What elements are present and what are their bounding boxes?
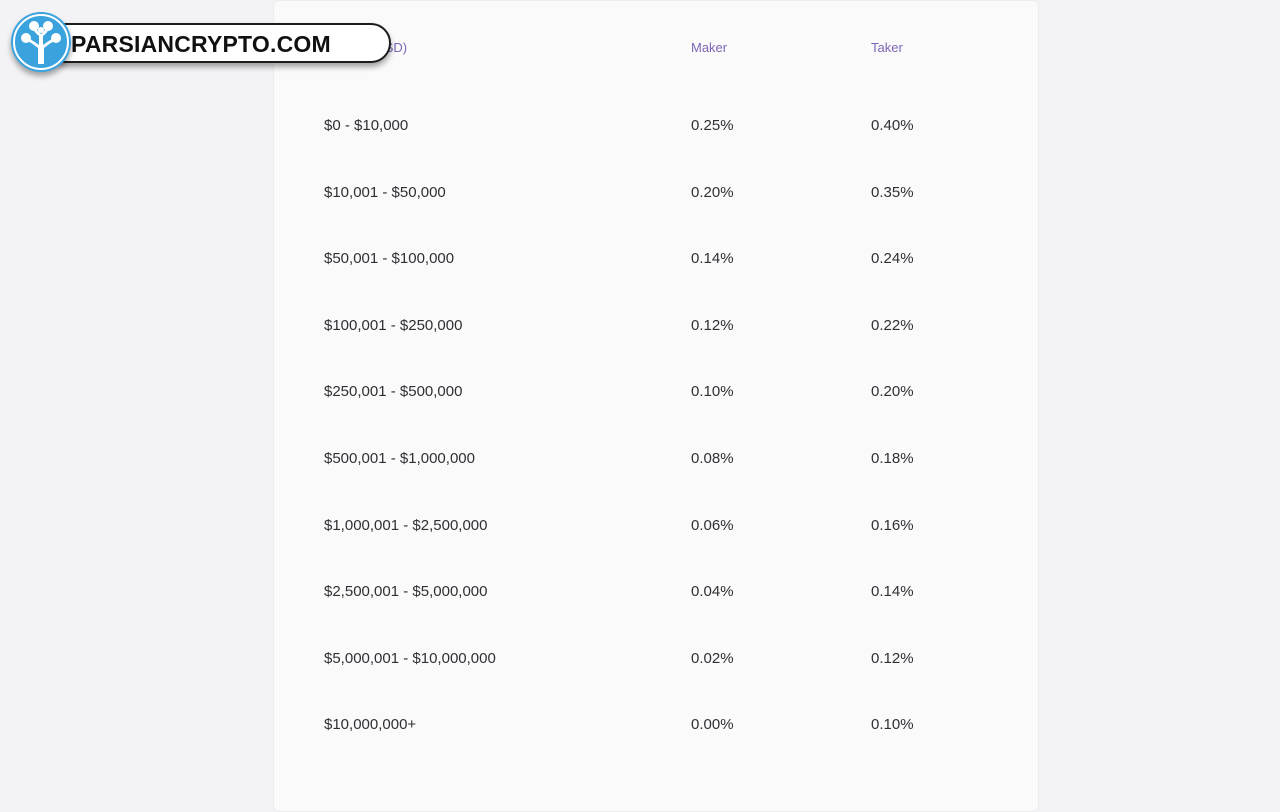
volume-cell: $5,000,001 - $10,000,000 (324, 650, 496, 667)
table-row: $250,001 - $500,000 0.10% 0.20% (274, 377, 1038, 407)
logo-text: PARSIANCRYPTO.COM (71, 31, 331, 57)
taker-fee-cell: 0.18% (871, 450, 914, 467)
volume-cell: $2,500,001 - $5,000,000 (324, 583, 488, 600)
maker-fee-cell: 0.12% (691, 317, 734, 334)
table-row: $10,001 - $50,000 0.20% 0.35% (274, 178, 1038, 208)
table-row: $0 - $10,000 0.25% 0.40% (274, 111, 1038, 141)
volume-cell: $50,001 - $100,000 (324, 250, 455, 267)
taker-fee-cell: 0.20% (871, 383, 914, 400)
volume-cell: $1,000,001 - $2,500,000 (324, 517, 488, 534)
table-row: $50,001 - $100,000 0.14% 0.24% (274, 244, 1038, 274)
volume-cell: $10,000,000+ (324, 716, 417, 733)
maker-fee-cell: 0.10% (691, 383, 734, 400)
volume-cell: $100,001 - $250,000 (324, 317, 463, 334)
tree-icon (13, 14, 69, 70)
maker-fee-cell: 0.25% (691, 117, 734, 134)
table-row: $1,000,001 - $2,500,000 0.06% 0.16% (274, 511, 1038, 541)
logo-pill (45, 23, 391, 63)
taker-fee-cell: 0.24% (871, 250, 914, 267)
table-row: $500,001 - $1,000,000 0.08% 0.18% (274, 444, 1038, 474)
table-row: $10,000,000+ 0.00% 0.10% (274, 710, 1038, 740)
maker-fee-cell: 0.14% (691, 250, 734, 267)
maker-fee-cell: 0.20% (691, 184, 734, 201)
table-row: $100,001 - $250,000 0.12% 0.22% (274, 311, 1038, 341)
table-row: $5,000,001 - $10,000,000 0.02% 0.12% (274, 644, 1038, 674)
taker-fee-cell: 0.10% (871, 716, 914, 733)
maker-fee-cell: 0.04% (691, 583, 734, 600)
taker-fee-cell: 0.16% (871, 517, 914, 534)
taker-fee-cell: 0.22% (871, 317, 914, 334)
maker-fee-cell: 0.02% (691, 650, 734, 667)
watermark-logo: PARSIANCRYPTO.COM (11, 12, 391, 72)
taker-fee-cell: 0.14% (871, 583, 914, 600)
column-header-maker: Maker (691, 40, 728, 55)
taker-fee-cell: 0.35% (871, 184, 914, 201)
column-header-taker: Taker (871, 40, 903, 55)
taker-fee-cell: 0.40% (871, 117, 914, 134)
taker-fee-cell: 0.12% (871, 650, 914, 667)
volume-cell: $500,001 - $1,000,000 (324, 450, 475, 467)
maker-fee-cell: 0.00% (691, 716, 734, 733)
logo-badge (11, 12, 71, 72)
volume-cell: $250,001 - $500,000 (324, 383, 463, 400)
volume-cell: $0 - $10,000 (324, 117, 409, 134)
table-row: $2,500,001 - $5,000,000 0.04% 0.14% (274, 577, 1038, 607)
volume-cell: $10,001 - $50,000 (324, 184, 446, 201)
fee-table-card: Volume (USD) Maker Taker $0 - $10,000 0.… (273, 0, 1039, 812)
maker-fee-cell: 0.08% (691, 450, 734, 467)
maker-fee-cell: 0.06% (691, 517, 734, 534)
